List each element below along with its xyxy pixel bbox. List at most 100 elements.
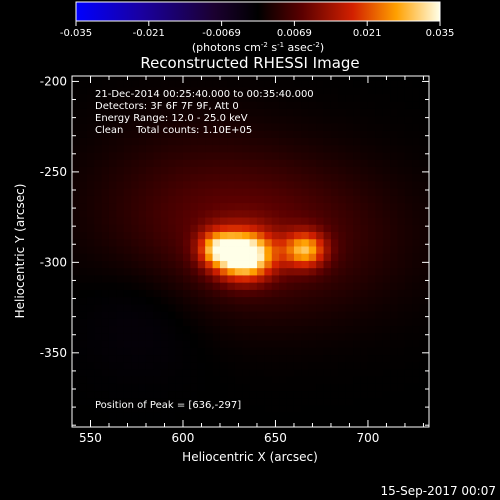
heatmap-cell xyxy=(153,123,162,131)
heatmap-cell xyxy=(182,390,191,399)
heatmap-cell xyxy=(397,79,406,88)
heatmap-cell xyxy=(168,275,176,283)
heatmap-cell xyxy=(79,79,88,88)
heatmap-cell xyxy=(138,303,147,312)
heatmap-cell xyxy=(101,405,110,413)
heatmap-cell xyxy=(212,188,221,196)
heatmap-cell xyxy=(382,180,391,189)
heatmap-cell xyxy=(338,108,347,117)
heatmap-cell xyxy=(353,267,361,276)
heatmap-cell xyxy=(123,282,132,290)
heatmap-cell xyxy=(353,217,361,225)
heatmap-cell xyxy=(345,340,354,348)
heatmap-cell xyxy=(301,332,310,341)
heatmap-cell xyxy=(264,231,273,240)
heatmap-cell xyxy=(330,383,339,392)
heatmap-cell xyxy=(330,354,339,363)
heatmap-cell xyxy=(286,340,295,348)
heatmap-cell xyxy=(72,260,80,269)
heatmap-cell xyxy=(242,79,250,88)
heatmap-cell xyxy=(242,246,250,254)
heatmap-cell xyxy=(323,151,332,160)
colorbar-tick-label: 0.021 xyxy=(353,28,382,39)
heatmap-cell xyxy=(286,209,295,218)
heatmap-cell xyxy=(293,390,302,399)
heatmap-cell xyxy=(72,231,80,240)
heatmap-cell xyxy=(256,217,265,225)
heatmap-cell xyxy=(160,137,169,146)
heatmap-cell xyxy=(219,151,228,160)
heatmap-cell xyxy=(419,159,428,167)
heatmap-cell xyxy=(382,217,391,225)
heatmap-cell xyxy=(168,108,176,117)
heatmap-cell xyxy=(197,144,206,153)
heatmap-cell xyxy=(323,231,332,240)
heatmap-cell xyxy=(338,347,347,356)
heatmap-cell xyxy=(94,325,102,334)
heatmap-cell xyxy=(101,303,110,312)
heatmap-cell xyxy=(412,123,421,131)
heatmap-cell xyxy=(123,253,132,261)
heatmap-cell xyxy=(153,289,162,298)
heatmap-cell xyxy=(79,173,88,182)
heatmap-cell xyxy=(242,289,250,298)
heatmap-cell xyxy=(108,246,117,254)
heatmap-cell xyxy=(182,325,191,334)
heatmap-cell xyxy=(145,311,154,319)
heatmap-cell xyxy=(131,289,139,298)
heatmap-cell xyxy=(293,115,302,124)
heatmap-cell xyxy=(375,202,384,211)
heatmap-cell xyxy=(353,318,361,327)
heatmap-cell xyxy=(279,86,287,95)
heatmap-cell xyxy=(108,318,117,327)
heatmap-cell xyxy=(249,159,258,167)
heatmap-cell xyxy=(190,238,199,247)
heatmap-cell xyxy=(116,224,125,232)
heatmap-cell xyxy=(301,130,310,138)
heatmap-cell xyxy=(227,144,236,153)
heatmap-cell xyxy=(316,173,324,182)
heatmap-cell xyxy=(308,289,317,298)
heatmap-cell xyxy=(360,332,369,341)
heatmap-cell xyxy=(116,325,125,334)
heatmap-cell xyxy=(323,412,332,421)
heatmap-cell xyxy=(249,231,258,240)
heatmap-cell xyxy=(153,419,162,427)
heatmap-cell xyxy=(316,217,324,225)
heatmap-cell xyxy=(123,260,132,269)
heatmap-cell xyxy=(145,369,154,377)
heatmap-cell xyxy=(360,369,369,377)
heatmap-cell xyxy=(227,405,236,413)
heatmap-cell xyxy=(123,79,132,88)
heatmap-cell xyxy=(153,246,162,254)
heatmap-cell xyxy=(264,217,273,225)
heatmap-cell xyxy=(397,188,406,196)
heatmap-cell xyxy=(86,115,95,124)
heatmap-cell xyxy=(301,217,310,225)
heatmap-cell xyxy=(360,390,369,399)
heatmap-cell xyxy=(286,151,295,160)
heatmap-cell xyxy=(323,76,332,81)
heatmap-cell xyxy=(256,376,265,384)
heatmap-cell xyxy=(168,296,176,305)
heatmap-cell xyxy=(205,275,213,283)
heatmap-cell xyxy=(382,115,391,124)
heatmap-cell xyxy=(72,108,80,117)
heatmap-cell xyxy=(271,275,280,283)
heatmap-cell xyxy=(182,311,191,319)
heatmap-cell xyxy=(382,376,391,384)
heatmap-cell xyxy=(412,238,421,247)
annotation-detectors: Detectors: 3F 6F 7F 9F, Att 0 xyxy=(95,101,239,112)
heatmap-cell xyxy=(160,282,169,290)
heatmap-cell xyxy=(242,318,250,327)
heatmap-cell xyxy=(301,412,310,421)
heatmap-cell xyxy=(323,115,332,124)
heatmap-cell xyxy=(360,318,369,327)
heatmap-cell xyxy=(264,108,273,117)
heatmap-cell xyxy=(330,289,339,298)
heatmap-cell xyxy=(249,123,258,131)
heatmap-cell xyxy=(108,253,117,261)
heatmap-cell xyxy=(219,260,228,269)
heatmap-cell xyxy=(256,412,265,421)
heatmap-cell xyxy=(279,108,287,117)
